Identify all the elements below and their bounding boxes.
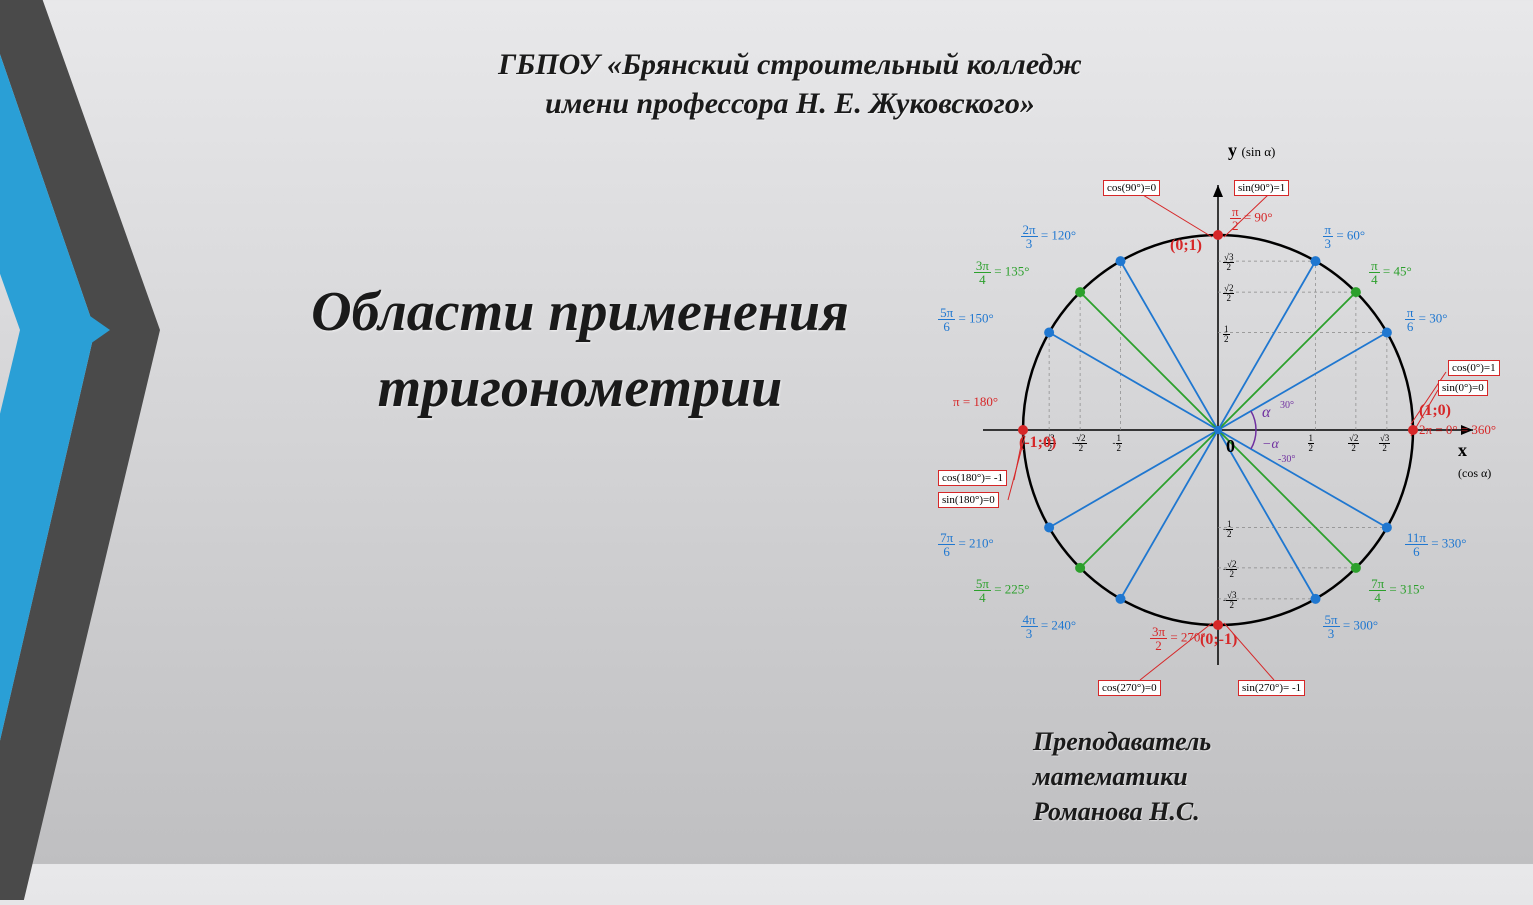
y-tick-label: -√22 <box>1223 560 1237 579</box>
trig-value-box: sin(90°)=1 <box>1234 180 1289 196</box>
trig-value-box: sin(270°)= -1 <box>1238 680 1305 696</box>
x-tick-label: -12 <box>1113 434 1123 453</box>
cardinal-point-label: (0;1) <box>1170 237 1202 255</box>
angle-label-30: π6 = 30° <box>1405 306 1448 333</box>
trig-value-box: cos(90°)=0 <box>1103 180 1160 196</box>
angle-label-120: 2π3 = 120° <box>1021 223 1077 250</box>
cardinal-point-label: (1;0) <box>1419 402 1451 420</box>
alpha-label: α <box>1262 404 1270 422</box>
x-tick-label: -√22 <box>1072 434 1086 453</box>
y-tick-label: √32 <box>1223 253 1234 272</box>
y-tick-label: √22 <box>1223 284 1234 303</box>
angle-label-240: 4π3 = 240° <box>1021 613 1077 640</box>
y-axis-label: y (sin α) <box>1228 140 1275 161</box>
footer-line1: Преподаватель <box>1033 727 1211 756</box>
slide-title: Области применения тригонометрии <box>280 275 880 426</box>
origin-label: 0 <box>1226 436 1235 457</box>
angle-label-330: 11π6 = 330° <box>1405 531 1467 558</box>
alpha-neg30-label: -30° <box>1278 450 1295 466</box>
alpha-30-label: 30° <box>1280 396 1294 412</box>
angle-label-60: π3 = 60° <box>1323 223 1366 250</box>
angle-label-45: π4 = 45° <box>1369 259 1412 286</box>
trig-value-box: cos(180°)= -1 <box>938 470 1007 486</box>
header-line2: имени профессора Н. Е. Жуковского» <box>545 87 1035 120</box>
neg-alpha-label: −α <box>1262 436 1279 453</box>
y-tick-label: -12 <box>1223 520 1233 539</box>
header-line1: ГБПОУ «Брянский строительный колледж <box>498 48 1082 81</box>
x-tick-label: 12 <box>1308 434 1315 453</box>
angle-label-225: 5π4 = 225° <box>974 577 1030 604</box>
angle-label-135: 3π4 = 135° <box>974 259 1030 286</box>
footer-line2: математики <box>1033 762 1188 791</box>
angle-label-150: 5π6 = 150° <box>938 306 994 333</box>
angle-label-90: π2 = 90° <box>1230 205 1273 232</box>
y-tick-label: 12 <box>1223 325 1230 344</box>
institution-header: ГБПОУ «Брянский строительный колледж име… <box>380 45 1200 123</box>
footer-line3: Романова Н.С. <box>1033 797 1200 826</box>
angle-label-315: 7π4 = 315° <box>1369 577 1425 604</box>
angle-label-270: 3π2 = 270° <box>1150 625 1206 652</box>
author-footer: Преподаватель математики Романова Н.С. <box>1033 724 1363 829</box>
angle-label-180: π = 180° <box>953 394 998 410</box>
y-tick-label: -√32 <box>1223 591 1237 610</box>
trig-value-box: cos(270°)=0 <box>1098 680 1161 696</box>
angle-label-360: 2π = 0° = 360° <box>1419 422 1496 438</box>
cardinal-point-label: (-1;0) <box>1019 434 1056 452</box>
unit-circle-svg <box>918 140 1518 700</box>
unit-circle-diagram: -1212-1212-√22√22-√22√22-√32√32-√32√32y … <box>918 140 1518 700</box>
x-axis-label: x(cos α) <box>1458 440 1491 482</box>
angle-label-210: 7π6 = 210° <box>938 531 994 558</box>
x-tick-label: √32 <box>1379 434 1390 453</box>
chevron-decoration <box>0 0 300 900</box>
trig-value-box: sin(0°)=0 <box>1438 380 1488 396</box>
trig-value-box: sin(180°)=0 <box>938 492 999 508</box>
angle-label-300: 5π3 = 300° <box>1323 613 1379 640</box>
trig-value-box: cos(0°)=1 <box>1448 360 1500 376</box>
x-tick-label: √22 <box>1348 434 1359 453</box>
